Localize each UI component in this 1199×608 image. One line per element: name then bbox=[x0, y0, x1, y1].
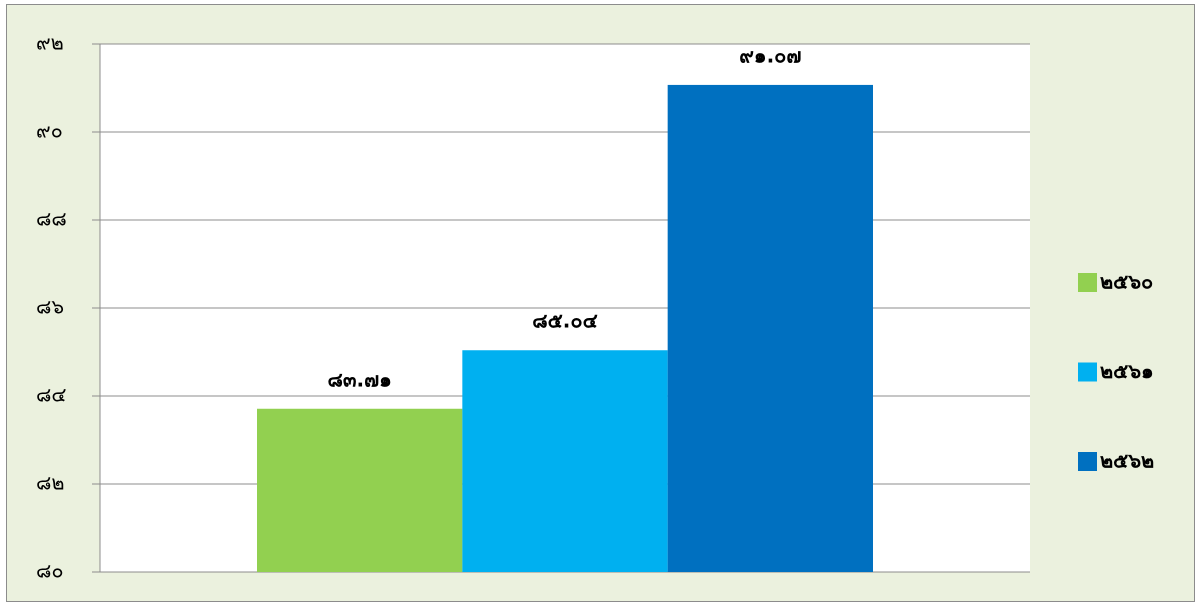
y-tick-label: ๘๖ bbox=[36, 295, 64, 319]
bar bbox=[667, 84, 873, 573]
data-label: ๘๓.๗๑ bbox=[327, 367, 391, 391]
y-tick-label: ๘๒ bbox=[36, 471, 65, 495]
y-tick-label: ๙๒ bbox=[36, 31, 64, 55]
data-label: ๙๑.๐๗ bbox=[739, 43, 801, 67]
legend-swatch bbox=[1078, 362, 1097, 382]
y-tick-label: ๘๐ bbox=[36, 559, 64, 583]
y-tick-label: ๘๔ bbox=[36, 383, 67, 407]
legend-label: ๒๕๖๐ bbox=[1100, 270, 1153, 294]
legend-label: ๒๕๖๒ bbox=[1100, 449, 1154, 473]
bar bbox=[257, 408, 463, 572]
legend-swatch bbox=[1078, 273, 1097, 292]
data-label: ๘๕.๐๔ bbox=[532, 309, 598, 333]
legend-label: ๒๕๖๑ bbox=[1100, 359, 1154, 383]
bar bbox=[462, 350, 668, 572]
y-tick-label: ๘๘ bbox=[36, 207, 67, 231]
y-tick-label: ๙๐ bbox=[36, 119, 63, 143]
legend-swatch bbox=[1078, 452, 1097, 471]
